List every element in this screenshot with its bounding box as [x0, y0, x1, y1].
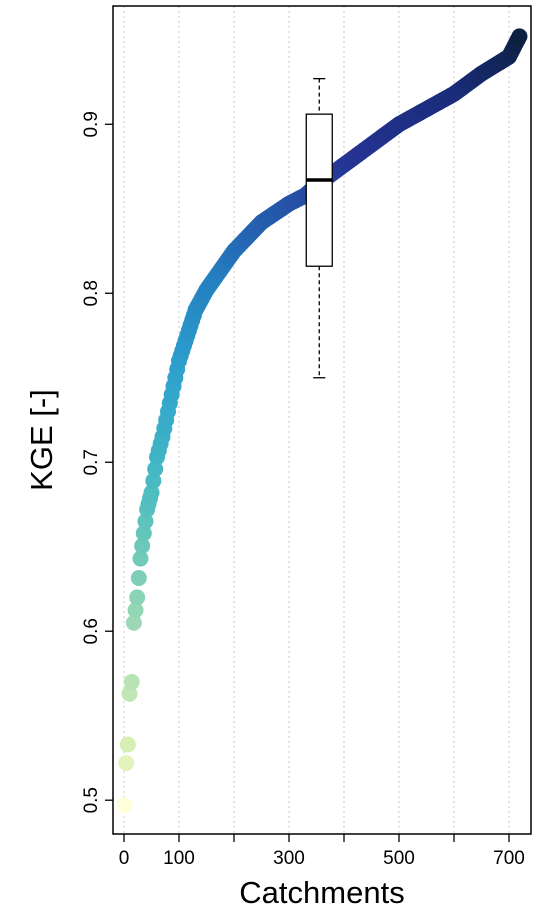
data-point [119, 736, 136, 753]
x-tick-label: 300 [273, 848, 305, 869]
data-point [145, 472, 162, 489]
y-tick-label: 0.7 [81, 449, 102, 475]
y-tick-label: 0.8 [81, 280, 102, 306]
data-point [147, 461, 164, 477]
data-point [123, 673, 140, 690]
box-iqr [305, 113, 333, 267]
data-point [134, 537, 151, 554]
x-tick-label: 500 [383, 848, 415, 869]
data-point [125, 614, 142, 631]
data-point [143, 484, 160, 501]
data-point [132, 550, 149, 567]
x-axis-title: Catchments [239, 875, 404, 910]
data-point [130, 570, 147, 586]
data-point [137, 513, 154, 530]
x-tick-label: 0 [119, 848, 130, 869]
boxplot [305, 78, 333, 379]
y-tick-label: 0.5 [81, 787, 102, 813]
data-point [129, 589, 146, 606]
x-tick-label: 700 [493, 848, 525, 869]
y-tick-label: 0.6 [81, 618, 102, 644]
data-points [116, 28, 528, 814]
y-axis-title: KGE [-] [24, 389, 59, 491]
y-axis: 0.5 0.6 0.7 0.8 0.9 [81, 111, 113, 813]
y-tick-label: 0.9 [81, 111, 102, 137]
x-axis: 0 100 300 500 700 [119, 834, 525, 869]
data-point [135, 525, 152, 542]
x-tick-label: 100 [163, 848, 195, 869]
data-point [121, 685, 138, 702]
data-point [116, 797, 133, 814]
plot-frame [112, 5, 532, 835]
data-point [127, 602, 144, 619]
data-point [511, 28, 528, 45]
data-point [118, 755, 135, 772]
